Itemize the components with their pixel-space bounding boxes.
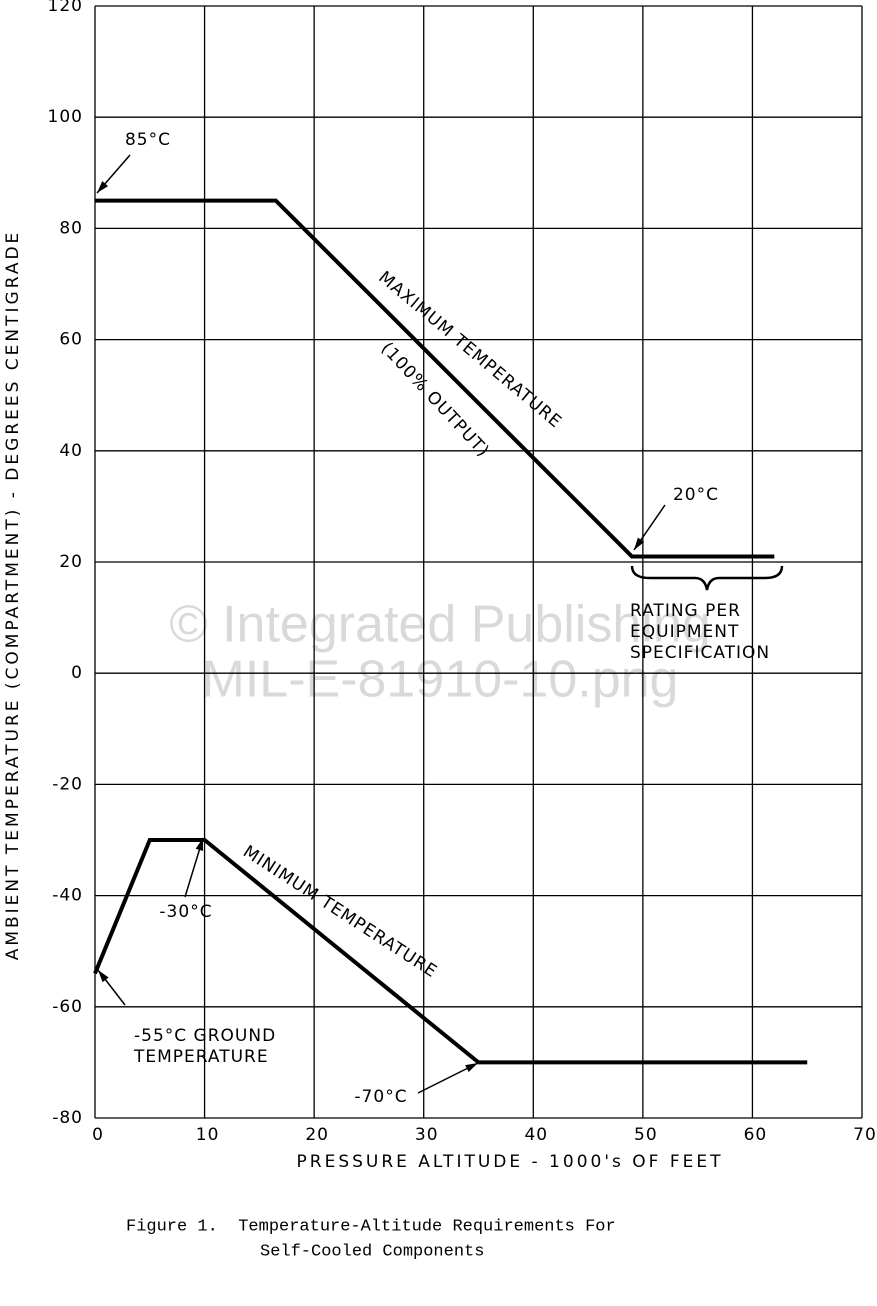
x-tick-label: 40 — [524, 1125, 548, 1145]
y-tick-label: 0 — [71, 663, 83, 683]
x-tick-label: 60 — [744, 1125, 768, 1145]
brace — [630, 565, 784, 591]
annotation: -55°C GROUND — [134, 1026, 276, 1046]
annotation: -30°C — [159, 902, 212, 922]
annotation: RATING PER — [630, 601, 741, 621]
y-tick-label: 120 — [48, 0, 83, 16]
watermark: © Integrated Publishing — [169, 596, 710, 654]
caption: Self-Cooled Components — [260, 1242, 484, 1261]
x-tick-label: 50 — [634, 1125, 658, 1145]
watermark: MIL-E-81910-10.png — [202, 651, 679, 709]
y-axis-label: AMBIENT TEMPERATURE (COMPARTMENT) - DEGR… — [3, 230, 23, 961]
annotation: 85°C — [125, 130, 171, 150]
x-tick-label: 10 — [196, 1125, 220, 1145]
annotation: -70°C — [354, 1087, 407, 1107]
arrow-head — [98, 970, 109, 983]
x-tick-label: 0 — [92, 1125, 104, 1145]
arrow-head — [97, 181, 109, 193]
x-tick-label: 20 — [305, 1125, 329, 1145]
annotation: EQUIPMENT — [630, 622, 739, 642]
y-tick-label: -60 — [52, 997, 83, 1017]
y-tick-label: 60 — [59, 330, 83, 350]
arrow-head — [634, 537, 645, 550]
y-tick-label: -40 — [52, 886, 83, 906]
caption: Figure 1. Temperature-Altitude Requireme… — [126, 1217, 616, 1236]
x-tick-label: 70 — [853, 1125, 877, 1145]
data-line — [95, 198, 775, 559]
y-tick-label: -80 — [52, 1108, 83, 1128]
x-axis-label: PRESSURE ALTITUDE - 1000's OF FEET — [297, 1152, 724, 1172]
x-tick-label: 30 — [415, 1125, 439, 1145]
y-tick-label: 100 — [48, 107, 83, 127]
data-line — [93, 838, 808, 1065]
annotation: SPECIFICATION — [630, 643, 770, 663]
y-tick-label: 80 — [59, 218, 83, 238]
arrow-head — [195, 838, 204, 851]
y-tick-label: -20 — [52, 774, 83, 794]
y-tick-label: 20 — [59, 552, 83, 572]
annotation: TEMPERATURE — [133, 1047, 269, 1067]
arrow-head — [465, 1063, 478, 1072]
annotation: 20°C — [673, 485, 719, 505]
annotation: MINIMUM TEMPERATURE — [239, 842, 440, 983]
y-tick-label: 40 — [59, 441, 83, 461]
